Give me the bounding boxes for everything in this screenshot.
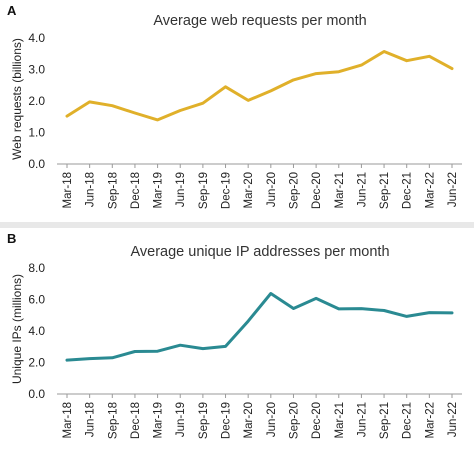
x-tick-label: Mar-22: [424, 172, 436, 208]
y-tick-label: 1.0: [28, 126, 45, 140]
x-tick-label: Jun-22: [447, 172, 459, 207]
x-tick-label: Jun-19: [175, 402, 187, 437]
chart-title: Average web requests per month: [153, 13, 367, 29]
x-tick-label: Dec-21: [402, 402, 414, 439]
x-tick-label: Mar-20: [243, 172, 255, 208]
x-tick-label: Mar-18: [62, 172, 74, 208]
x-tick-label: Jun-22: [447, 402, 459, 437]
y-tick-label: 3.0: [28, 63, 45, 77]
x-tick-label: Sep-21: [379, 172, 391, 209]
line-chart: 0.0 1.0 2.0 3.0 4.0 Mar-18 Jun-18 Sep-18 Dec-18 M…: [28, 31, 462, 209]
y-tick-label: 2.0: [28, 94, 45, 108]
y-tick-label: 6.0: [28, 293, 45, 307]
panel-divider: [0, 222, 474, 228]
y-tick-label: 4.0: [28, 31, 45, 45]
x-tick-label: Sep-19: [198, 172, 210, 209]
panel-label: B: [7, 231, 17, 246]
y-tick-label: 0.0: [28, 387, 45, 401]
x-tick-label: Mar-22: [424, 402, 436, 438]
x-tick-label: Sep-18: [107, 172, 119, 209]
x-tick-label: Sep-20: [288, 402, 300, 439]
x-tick-label: Dec-20: [311, 402, 323, 439]
x-tick-label: Mar-21: [334, 172, 346, 208]
y-tick-label: 2.0: [28, 356, 45, 370]
x-tick-label: Sep-21: [379, 402, 391, 439]
x-tick-label: Jun-21: [356, 172, 368, 207]
x-tick-label: Jun-18: [85, 402, 97, 437]
y-tick-label: 4.0: [28, 324, 45, 338]
panel-b: B Average unique IP addresses per month …: [0, 228, 474, 450]
x-tick-label: Mar-19: [153, 172, 165, 208]
x-tick-label: Jun-18: [85, 172, 97, 207]
y-tick-label: 8.0: [28, 261, 45, 275]
x-tick-label: Dec-18: [130, 172, 142, 209]
panel-a: A Average web requests per month Web req…: [0, 0, 474, 222]
x-tick-label: Mar-21: [334, 402, 346, 438]
x-tick-label: Mar-19: [153, 402, 165, 438]
chart-title: Average unique IP addresses per month: [130, 244, 390, 260]
y-tick-label: 0.0: [28, 157, 45, 171]
x-tick-label: Dec-21: [402, 172, 414, 209]
x-tick-label: Jun-20: [266, 402, 278, 437]
x-tick-label: Dec-20: [311, 172, 323, 209]
x-tick-label: Sep-20: [288, 172, 300, 209]
series-line: [65, 50, 454, 122]
panel-label: A: [7, 3, 17, 18]
x-tick-label: Sep-18: [107, 402, 119, 439]
x-tick-label: Dec-18: [130, 402, 142, 439]
series-line: [65, 292, 454, 362]
x-tick-label: Sep-19: [198, 402, 210, 439]
x-tick-label: Jun-21: [356, 402, 368, 437]
x-tick-label: Dec-19: [221, 172, 233, 209]
x-tick-label: Jun-20: [266, 172, 278, 207]
x-tick-label: Dec-19: [221, 402, 233, 439]
x-tick-label: Mar-20: [243, 402, 255, 438]
line-chart: 0.0 2.0 4.0 6.0 8.0 Mar-18 Jun-18 Sep-18 Dec-18 M…: [28, 261, 462, 439]
x-tick-label: Jun-19: [175, 172, 187, 207]
x-tick-label: Mar-18: [62, 402, 74, 438]
